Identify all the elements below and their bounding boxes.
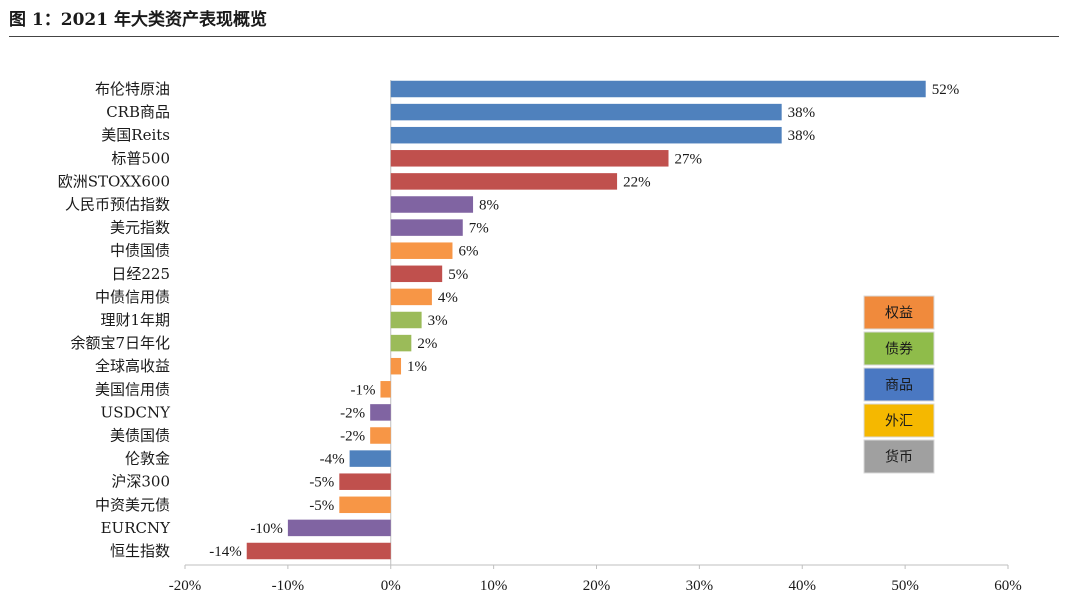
data-label: 7% [469, 221, 489, 237]
data-label: 5% [448, 267, 468, 283]
category-label: 中资美元债 [95, 496, 170, 514]
data-label: -5% [309, 498, 334, 514]
category-label: 欧洲STOXX600 [58, 172, 170, 190]
bar [390, 219, 463, 236]
category-label: 美债国债 [110, 427, 170, 445]
bar [390, 103, 782, 121]
x-tick-label: -20% [169, 578, 202, 594]
bar [390, 80, 926, 98]
data-label: 27% [675, 151, 703, 167]
x-tick-label: 40% [789, 578, 817, 594]
bar [390, 173, 618, 190]
bar [390, 334, 412, 352]
data-label: 4% [438, 290, 458, 306]
data-label: -2% [340, 405, 365, 421]
data-label: -14% [209, 544, 242, 560]
data-label: -4% [320, 452, 345, 468]
bar [370, 404, 391, 421]
legend-swatch [863, 367, 935, 402]
data-label: 3% [428, 313, 448, 329]
legend-swatch [863, 331, 935, 366]
bar [246, 542, 391, 560]
legend-label: 债券 [885, 342, 913, 358]
category-label: 布伦特原油 [95, 80, 170, 98]
bar [390, 150, 669, 167]
legend-label: 外汇 [885, 414, 913, 430]
data-label: 6% [458, 244, 478, 260]
bar [349, 450, 391, 467]
category-label: CRB商品 [106, 103, 170, 121]
legend-label: 货币 [885, 449, 913, 466]
bar [390, 265, 443, 283]
bar [390, 357, 402, 375]
category-label: USDCNY [101, 403, 172, 421]
category-label: 标普500 [111, 149, 170, 167]
category-label: 人民币预估指数 [65, 196, 170, 214]
x-tick-label: 0% [381, 578, 401, 594]
legend-label: 权益 [885, 306, 913, 322]
legend-swatch [863, 403, 935, 438]
bar [380, 381, 391, 398]
data-label: 38% [788, 105, 816, 121]
legend-label: 商品 [885, 378, 913, 394]
legend-swatch [863, 295, 935, 330]
data-label: 2% [417, 336, 437, 352]
data-label: -1% [350, 382, 375, 398]
data-label: 52% [932, 82, 960, 98]
x-tick-label: 30% [686, 578, 714, 594]
figure-title: 图 1：2021 年大类资产表现概览 [9, 10, 267, 30]
bar [390, 288, 432, 306]
data-label: -2% [340, 429, 365, 445]
bar [370, 427, 391, 444]
category-label: 余额宝7日年化 [70, 334, 170, 352]
bar [390, 126, 782, 144]
category-label: EURCNY [101, 519, 171, 537]
data-label: -10% [250, 521, 283, 537]
x-tick-label: 10% [480, 578, 508, 594]
data-label: -5% [309, 475, 334, 491]
category-label: 理财1年期 [100, 311, 170, 329]
category-label: 中债国债 [110, 242, 170, 260]
bar [339, 473, 391, 490]
category-label: 中债信用债 [95, 288, 170, 306]
category-label: 全球高收益 [95, 357, 170, 375]
category-label: 恒生指数 [110, 542, 170, 560]
x-tick-label: 20% [583, 578, 611, 594]
category-label: 沪深300 [111, 473, 170, 491]
bar [390, 311, 422, 329]
data-label: 8% [479, 198, 499, 214]
bar [287, 519, 391, 537]
bar [390, 196, 474, 213]
data-label: 1% [407, 359, 427, 375]
x-tick-label: -10% [272, 578, 305, 594]
data-label: 22% [623, 174, 651, 190]
category-label: 日经225 [111, 265, 170, 283]
x-tick-label: 60% [994, 578, 1022, 594]
bar [390, 242, 453, 259]
legend-swatch [863, 439, 935, 474]
bar [339, 496, 391, 514]
data-label: 38% [788, 128, 816, 144]
title-divider [9, 36, 1059, 37]
category-label: 伦敦金 [125, 450, 170, 468]
category-label: 美国信用债 [95, 380, 170, 398]
x-tick-label: 50% [891, 578, 919, 594]
category-label: 美国Reits [101, 126, 170, 144]
category-label: 美元指数 [110, 219, 170, 237]
